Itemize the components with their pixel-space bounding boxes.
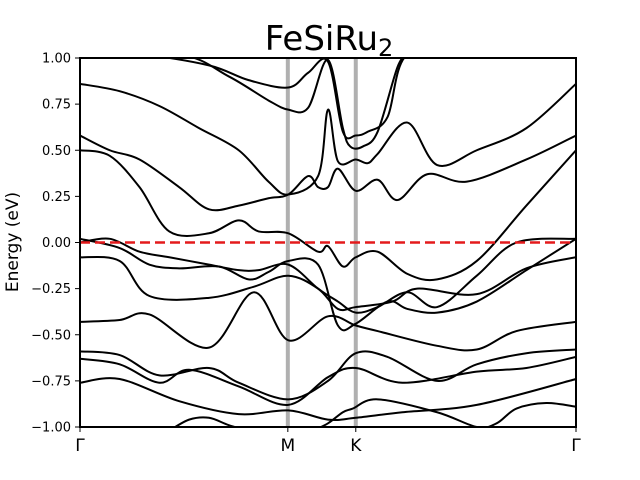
x-tick-label: Γ — [75, 436, 85, 456]
band-line-13 — [318, 398, 576, 427]
y-tick-label: −0.25 — [31, 282, 71, 297]
y-tick-label: −0.75 — [31, 374, 71, 389]
y-tick-label: −1.00 — [31, 421, 71, 436]
y-tick-label: 0.50 — [42, 144, 71, 159]
y-tick-label: 0.25 — [42, 190, 71, 205]
y-tick-label: 0.00 — [42, 236, 71, 251]
band-line-5 — [80, 255, 576, 312]
band-lines — [80, 58, 576, 427]
band-line-14 — [173, 416, 239, 427]
y-tick-label: −0.50 — [31, 328, 71, 343]
y-tick-label: 1.00 — [42, 52, 71, 67]
band-line-7 — [80, 237, 576, 314]
chart-title-text: FeSiRu — [265, 19, 378, 59]
x-tick-label: M — [280, 436, 295, 456]
chart-title-subscript: 2 — [378, 34, 393, 62]
band-line-3 — [80, 348, 576, 401]
x-tick-label: Γ — [571, 436, 581, 456]
band-line-11 — [162, 58, 406, 140]
chart-title: FeSiRu2 — [265, 19, 394, 62]
band-line-10 — [80, 82, 576, 196]
y-axis-ticks: −1.00 −0.75 −0.50 −0.25 0.00 0.25 0.50 0.75 1.00 — [31, 52, 80, 436]
band-line-4 — [80, 291, 576, 352]
band-line-8 — [80, 149, 576, 282]
y-axis-label: Energy (eV) — [3, 192, 23, 292]
y-tick-label: 0.75 — [42, 98, 71, 113]
x-tick-label: K — [350, 436, 362, 456]
band-line-1 — [80, 377, 576, 422]
band-line-6 — [80, 237, 576, 332]
band-line-9 — [80, 134, 576, 212]
band-line-12 — [191, 58, 404, 150]
